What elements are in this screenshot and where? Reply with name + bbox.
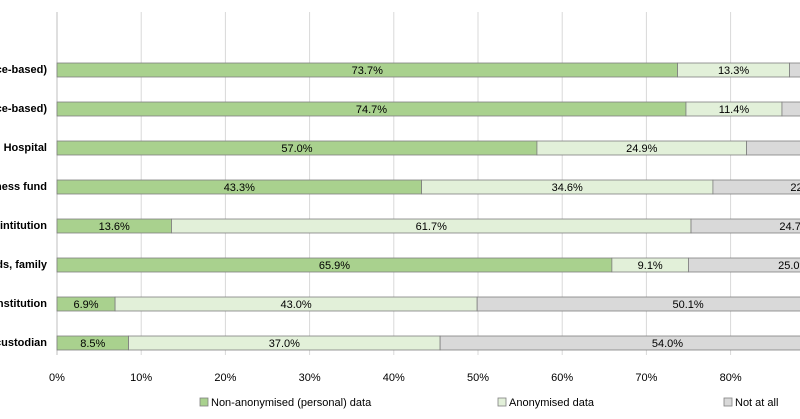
x-tick-label: 10% bbox=[130, 372, 152, 384]
x-tick-label: 70% bbox=[635, 372, 657, 384]
value-label: 50.1% bbox=[672, 299, 703, 311]
value-label: 34.6% bbox=[552, 182, 583, 194]
y-tick-label: custodian bbox=[0, 337, 47, 349]
value-label: 73.7% bbox=[352, 65, 383, 77]
y-tick-label: Hospital bbox=[4, 142, 47, 154]
value-label: 43.3% bbox=[224, 182, 255, 194]
y-tick-label: ds, family bbox=[0, 259, 48, 271]
x-tick-label: 20% bbox=[214, 372, 236, 384]
legend-label: Non-anonymised (personal) data bbox=[211, 397, 372, 409]
bar-segment bbox=[476, 296, 800, 312]
value-label: 37.0% bbox=[269, 338, 300, 350]
legend-label: Not at all bbox=[735, 397, 778, 409]
value-label: 74.7% bbox=[356, 104, 387, 116]
value-label: 22.1% bbox=[790, 182, 800, 194]
value-label: 9.1% bbox=[638, 260, 663, 272]
value-label: 8.5% bbox=[80, 338, 105, 350]
bar-segment bbox=[746, 140, 800, 156]
legend-label: Anonymised data bbox=[509, 397, 595, 409]
bar-segment bbox=[712, 179, 800, 195]
value-label: 13.6% bbox=[99, 221, 130, 233]
y-tick-label: ce-based) bbox=[0, 103, 47, 115]
x-tick-label: 0% bbox=[49, 372, 65, 384]
x-tick-label: 30% bbox=[299, 372, 321, 384]
x-tick-label: 40% bbox=[383, 372, 405, 384]
y-tick-label: ce-based) bbox=[0, 64, 47, 76]
legend-swatch bbox=[723, 397, 733, 407]
value-label: 25.0% bbox=[778, 260, 800, 272]
value-label: 61.7% bbox=[416, 221, 447, 233]
value-label: 6.9% bbox=[74, 299, 99, 311]
value-label: 11.4% bbox=[719, 104, 750, 116]
bar-segment bbox=[789, 62, 800, 78]
legend-swatch bbox=[497, 397, 507, 407]
bar-segment bbox=[781, 101, 800, 117]
y-tick-label: intitution bbox=[0, 220, 47, 232]
value-label: 54.0% bbox=[652, 338, 683, 350]
bar-segment bbox=[690, 218, 800, 234]
x-tick-label: 60% bbox=[551, 372, 573, 384]
value-label: 57.0% bbox=[281, 143, 312, 155]
plot-area: 0% 10% 20% 30% 40% 50% 60% 70% 80% ce-based) 73.7%… bbox=[0, 12, 800, 409]
value-label: 24.7% bbox=[779, 221, 800, 233]
y-tick-label: ness fund bbox=[0, 181, 47, 193]
value-label: 13.3% bbox=[718, 65, 749, 77]
legend-swatch bbox=[199, 397, 209, 407]
bar-segment bbox=[439, 335, 800, 351]
value-label: 65.9% bbox=[319, 260, 350, 272]
x-tick-label: 80% bbox=[720, 372, 742, 384]
x-tick-label: 50% bbox=[467, 372, 489, 384]
value-label: 24.9% bbox=[626, 143, 657, 155]
bar-segment bbox=[688, 257, 800, 273]
y-tick-label: nstitution bbox=[0, 298, 47, 310]
value-label: 43.0% bbox=[281, 299, 312, 311]
